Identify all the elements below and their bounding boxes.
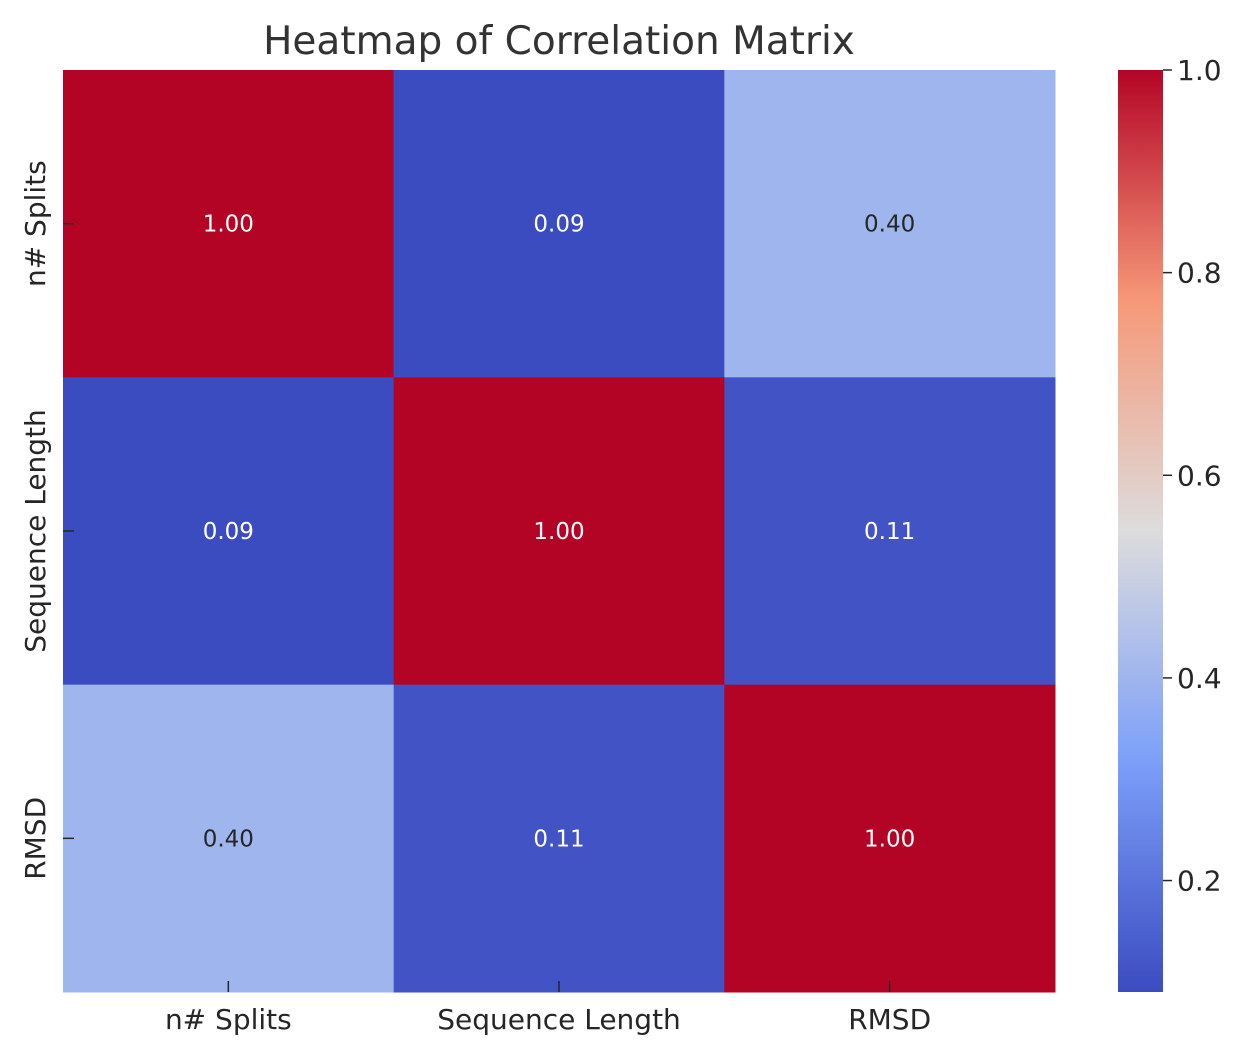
colorbar-tick-label: 0.8	[1177, 257, 1222, 290]
cell-value-label: 0.11	[864, 519, 915, 545]
heatmap-cell	[724, 70, 1056, 378]
heatmap-cell	[63, 70, 395, 378]
x-tick-label: Sequence Length	[437, 1003, 681, 1036]
heatmap-cell	[724, 684, 1056, 993]
cell-value-label: 0.11	[533, 826, 584, 852]
colorbar-axis: 0.2 0.4 0.6 0.8 1.0	[1163, 54, 1222, 898]
cell-value-label: 0.40	[864, 212, 915, 238]
colorbar-tick-label: 0.4	[1177, 662, 1222, 695]
x-axis: n# Splits Sequence Length RMSD	[165, 981, 931, 1036]
heatmap-cells: 1.00 0.09 0.40 0.09 1.00 0.11 0.40 0.11 1.00	[63, 70, 1056, 993]
cell-value-label: 0.40	[203, 826, 254, 852]
cell-value-label: 0.09	[533, 212, 584, 238]
heatmap-cell	[393, 377, 725, 686]
chart-title: Heatmap of Correlation Matrix	[263, 19, 855, 64]
heatmap-cell	[724, 377, 1056, 686]
y-axis: n# Splits Sequence Length RMSD	[19, 160, 74, 880]
cell-value-label: 0.09	[203, 519, 254, 545]
cell-value-label: 1.00	[864, 826, 915, 852]
x-tick-label: n# Splits	[165, 1003, 292, 1036]
cell-value-label: 1.00	[533, 519, 584, 545]
heatmap-cell	[63, 377, 395, 686]
colorbar-tick-label: 1.0	[1177, 54, 1222, 87]
colorbar-tick-label: 0.6	[1177, 459, 1222, 492]
y-tick-label: n# Splits	[19, 160, 52, 287]
heatmap-cell	[393, 70, 725, 378]
y-tick-label: RMSD	[19, 797, 52, 880]
colorbar	[1118, 70, 1163, 992]
x-tick-label: RMSD	[848, 1003, 931, 1036]
cell-value-label: 1.00	[203, 212, 254, 238]
colorbar-tick-label: 0.2	[1177, 865, 1222, 898]
y-tick-label: Sequence Length	[19, 409, 52, 653]
heatmap-cell	[63, 684, 395, 993]
heatmap-cell	[393, 684, 725, 993]
